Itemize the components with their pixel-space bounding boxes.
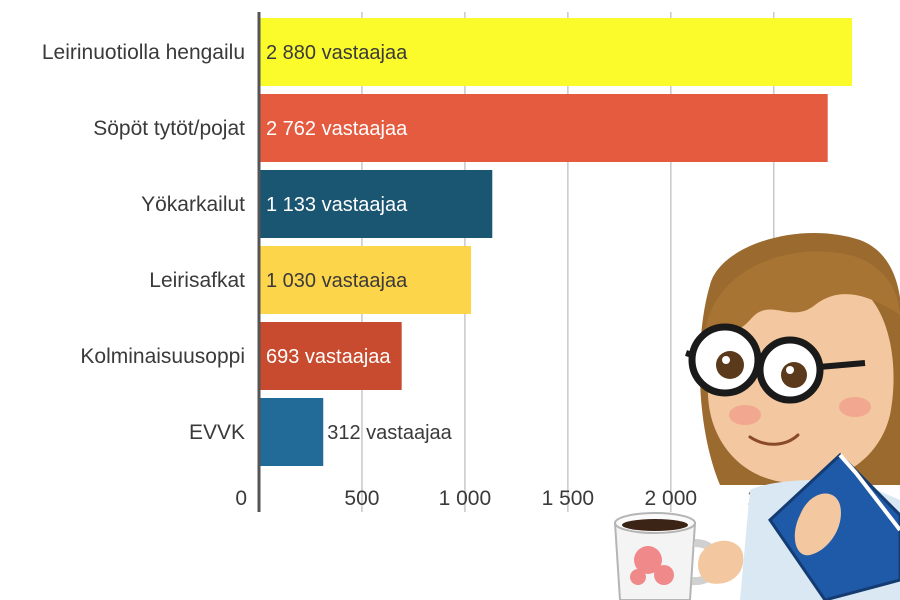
x-tick-label: 500 [344,487,379,510]
x-tick-label: 1 000 [439,487,492,510]
category-label: Yökarkailut [141,193,245,216]
data-label: 2 880 vastaajaa [266,42,408,64]
category-label: EVVK [189,421,245,444]
bar [259,94,828,162]
data-label: 693 vastaajaa [266,346,391,368]
data-label: 312 vastaajaa [327,422,452,444]
x-tick-label: 1 500 [542,487,595,510]
bar [259,246,472,314]
category-label: Leirinuotiolla hengailu [42,41,245,64]
bars: 2 880 vastaajaa 2 762 vastaajaa 1 133 vast… [259,18,852,466]
data-label: 1 133 vastaajaa [266,194,408,216]
data-label: 1 030 vastaajaa [266,270,408,292]
x-tick-label: 2 000 [645,487,698,510]
category-labels: Leirinuotiolla hengailu Söpöt tytöt/pojat… [42,41,245,444]
bar [259,322,402,390]
data-label: 2 762 vastaajaa [266,118,408,140]
x-tick-label: 0 [235,487,247,510]
girl-with-glasses-coffee-mug-and-book-icon [613,233,900,600]
category-label: Kolminaisuusoppi [80,345,245,368]
bar [259,170,493,238]
bar [259,398,324,466]
bar [259,18,852,86]
category-label: Leirisafkat [149,269,245,292]
category-label: Söpöt tytöt/pojat [93,117,245,140]
